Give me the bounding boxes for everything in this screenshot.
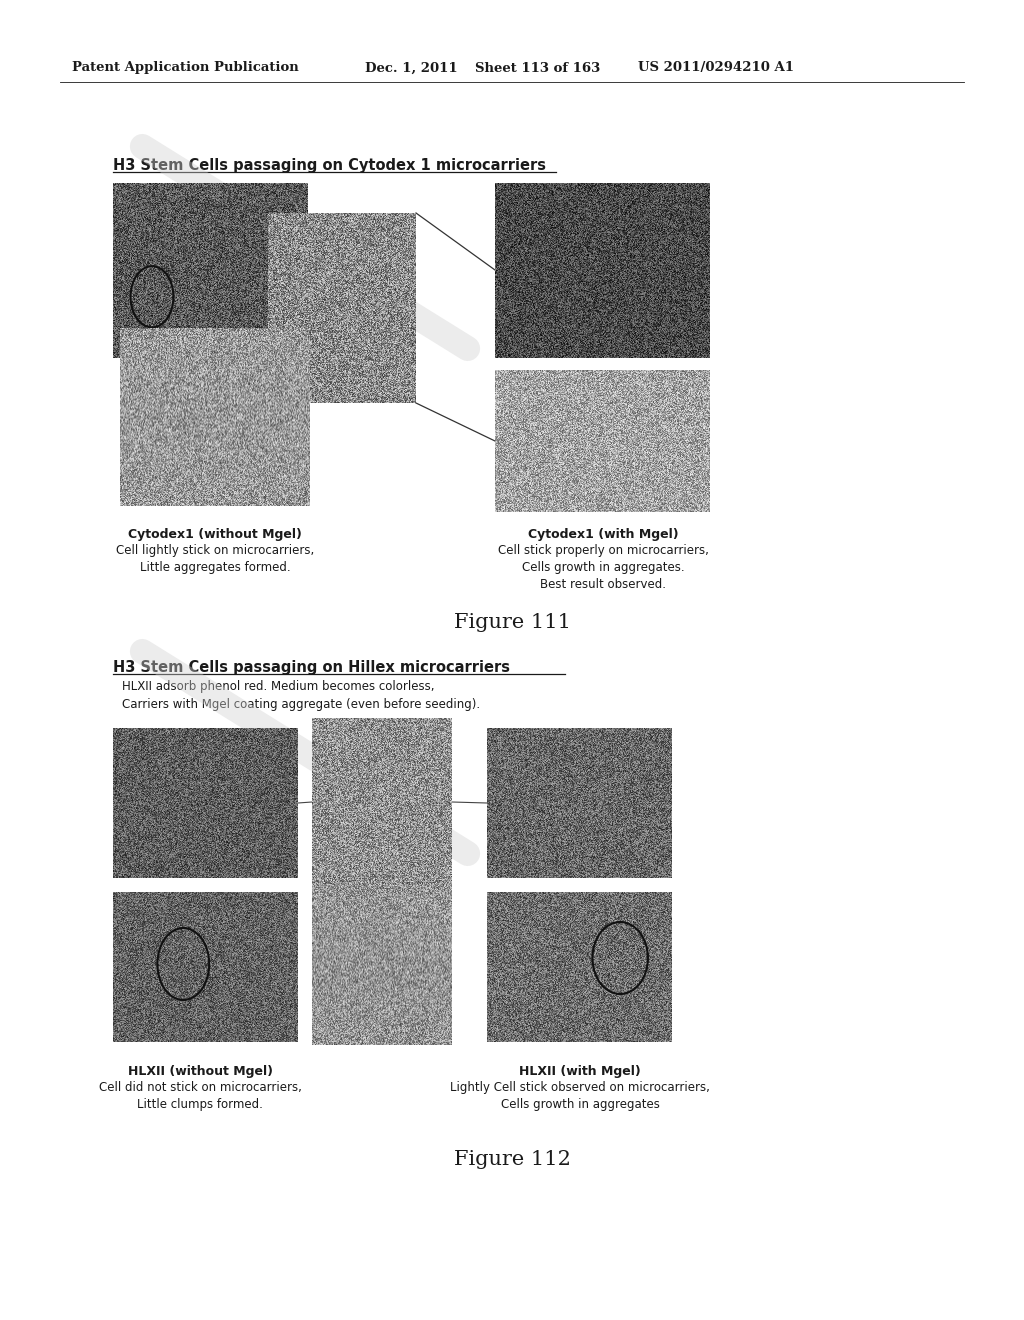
Text: Cell did not stick on microcarriers,
Little clumps formed.: Cell did not stick on microcarriers, Lit… bbox=[98, 1081, 301, 1111]
Text: Cell stick properly on microcarriers,
Cells growth in aggregates.
Best result ob: Cell stick properly on microcarriers, Ce… bbox=[498, 544, 709, 591]
Text: Cell lightly stick on microcarriers,
Little aggregates formed.: Cell lightly stick on microcarriers, Lit… bbox=[116, 544, 314, 574]
Text: Figure 112: Figure 112 bbox=[454, 1150, 570, 1170]
Text: Cytodex1 (with Mgel): Cytodex1 (with Mgel) bbox=[527, 528, 678, 541]
Text: US 2011/0294210 A1: US 2011/0294210 A1 bbox=[638, 62, 794, 74]
Text: H3 Stem Cells passaging on Cytodex 1 microcarriers: H3 Stem Cells passaging on Cytodex 1 mic… bbox=[113, 158, 546, 173]
Text: HLXII (without Mgel): HLXII (without Mgel) bbox=[128, 1065, 272, 1078]
Text: H3 Stem Cells passaging on Hillex microcarriers: H3 Stem Cells passaging on Hillex microc… bbox=[113, 660, 510, 675]
Text: HLXII (with Mgel): HLXII (with Mgel) bbox=[519, 1065, 641, 1078]
Text: Patent Application Publication: Patent Application Publication bbox=[72, 62, 299, 74]
Text: Figure 111: Figure 111 bbox=[454, 612, 570, 632]
Text: HLXII adsorb phenol red. Medium becomes colorless,
Carriers with Mgel coating ag: HLXII adsorb phenol red. Medium becomes … bbox=[122, 680, 480, 711]
Text: Lightly Cell stick observed on microcarriers,
Cells growth in aggregates: Lightly Cell stick observed on microcarr… bbox=[451, 1081, 710, 1111]
Text: Sheet 113 of 163: Sheet 113 of 163 bbox=[475, 62, 600, 74]
Text: Dec. 1, 2011: Dec. 1, 2011 bbox=[365, 62, 458, 74]
Text: Cytodex1 (without Mgel): Cytodex1 (without Mgel) bbox=[128, 528, 302, 541]
